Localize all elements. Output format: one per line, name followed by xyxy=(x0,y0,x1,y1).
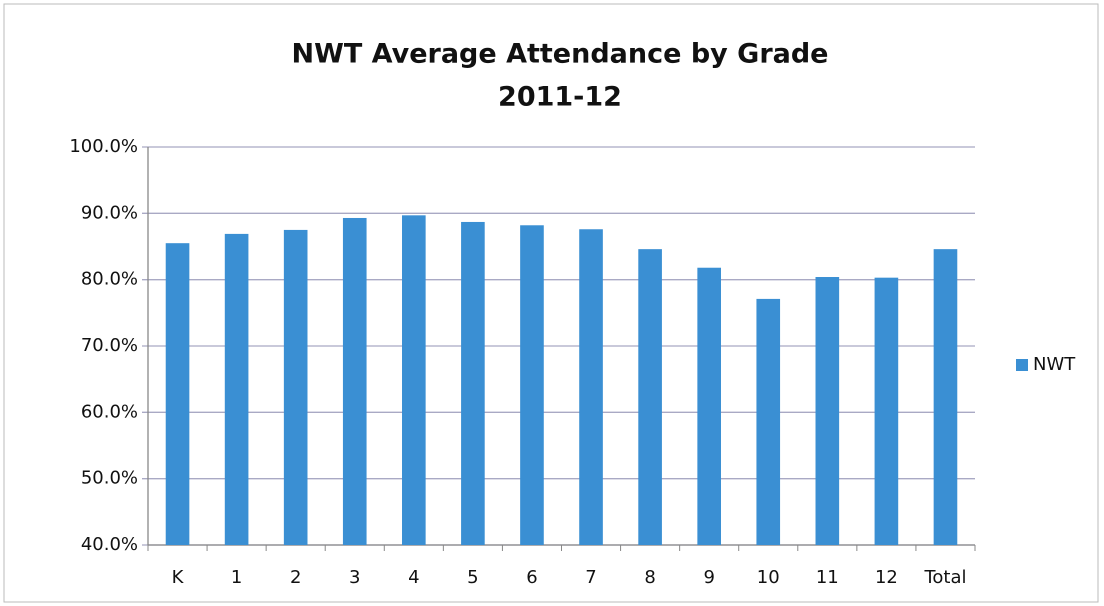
x-tick-label: K xyxy=(172,567,185,588)
x-tick-label: 6 xyxy=(526,567,537,588)
bar xyxy=(402,215,426,545)
chart-title: NWT Average Attendance by Grade xyxy=(291,39,828,70)
y-tick-label: 40.0% xyxy=(81,534,138,555)
x-tick-label: 1 xyxy=(231,567,242,588)
bar xyxy=(342,217,367,545)
bar xyxy=(165,243,190,545)
bar xyxy=(579,229,603,545)
x-tick-label: Total xyxy=(923,567,966,588)
x-tick-label: 10 xyxy=(757,567,780,588)
bar xyxy=(461,221,485,545)
legend-swatch xyxy=(1016,359,1028,371)
bar xyxy=(815,277,840,545)
x-tick-label: 4 xyxy=(408,567,419,588)
x-tick-label: 11 xyxy=(816,567,839,588)
y-tick-label: 50.0% xyxy=(81,468,138,489)
bar xyxy=(520,225,544,546)
y-tick-label: 100.0% xyxy=(69,136,138,157)
x-tick-label: 7 xyxy=(585,567,596,588)
bar xyxy=(638,249,662,546)
x-tick-label: 3 xyxy=(349,567,360,588)
x-tick-label: 9 xyxy=(703,567,714,588)
bar xyxy=(756,298,781,545)
x-tick-label: 5 xyxy=(467,567,478,588)
y-tick-label: 80.0% xyxy=(81,269,138,290)
bar xyxy=(224,233,249,545)
x-tick-label: 2 xyxy=(290,567,301,588)
y-tick-label: 90.0% xyxy=(81,202,138,223)
y-tick-label: 70.0% xyxy=(81,335,138,356)
bar xyxy=(697,267,721,545)
x-tick-label: 12 xyxy=(875,567,898,588)
x-tick-label: 8 xyxy=(644,567,655,588)
bar xyxy=(283,229,308,545)
bar xyxy=(874,277,899,545)
chart-subtitle: 2011-12 xyxy=(498,82,622,113)
bar xyxy=(933,249,958,546)
y-tick-label: 60.0% xyxy=(81,401,138,422)
legend-label: NWT xyxy=(1033,354,1076,375)
